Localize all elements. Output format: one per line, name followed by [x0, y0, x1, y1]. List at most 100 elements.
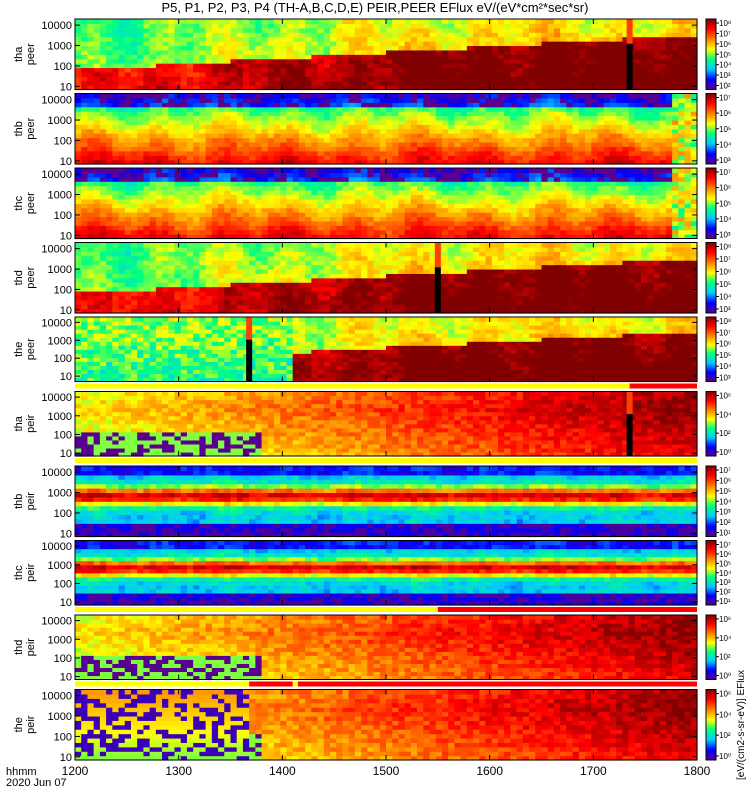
y-tick-label: 10 [60, 230, 72, 242]
y-tick-label: 1000 [48, 41, 72, 53]
colorbar [705, 18, 717, 90]
colorbar-tick-label: 10⁶ [719, 690, 731, 699]
panel-label: tha peir [13, 414, 37, 433]
colorbar-tick-label: 10⁶ [719, 550, 731, 559]
colorbar-tick-label: 10¹ [719, 597, 731, 606]
x-tick-label: 1300 [165, 764, 192, 778]
colorbar-tick-label: 10⁶ [719, 476, 731, 485]
panel-label: the peer [13, 338, 37, 360]
mode-bar-segment [75, 458, 697, 463]
y-tick-label: 10000 [41, 317, 72, 329]
y-tick-label: 10000 [41, 169, 72, 181]
colorbar-tick-label: 10⁴ [719, 215, 732, 224]
y-tick-label: 10 [60, 371, 72, 383]
colorbar-tick-label: 10³ [719, 374, 731, 383]
y-tick-label: 10000 [41, 541, 72, 553]
colorbar-tick-label: 10⁰ [719, 672, 731, 681]
colorbar-tick-label: 10² [719, 653, 731, 662]
colorbar-tick-label: 10³ [719, 231, 731, 240]
y-tick-label: 1000 [48, 711, 72, 723]
y-tick-label: 100 [54, 508, 72, 520]
colorbar [705, 242, 717, 314]
y-tick-label: 100 [54, 353, 72, 365]
y-tick-label: 10000 [41, 616, 72, 628]
mode-bar-segment [292, 681, 298, 687]
colorbar-tick-label: 10⁶ [719, 392, 731, 401]
x-tick-label: 1700 [580, 764, 607, 778]
y-tick-label: 100 [54, 429, 72, 441]
y-tick-label: 100 [54, 135, 72, 147]
colorbar-tick-label: 10⁴ [719, 140, 732, 149]
svg-text:thb: thb [13, 121, 25, 136]
colorbar-tick-label: 10⁵ [719, 280, 731, 289]
colorbar-tick-label: 10⁵ [719, 50, 731, 59]
x-tick-label: 1200 [62, 764, 89, 778]
svg-text:tha: tha [13, 46, 25, 62]
mode-bar-segment [437, 607, 697, 612]
chart-title: P5, P1, P2, P3, P4 (TH-A,B,C,D,E) PEIR,P… [161, 0, 589, 15]
colorbar-tick-label: 10³ [719, 508, 731, 517]
mode-bar-segment [629, 383, 697, 389]
mode-bar-segment [75, 383, 630, 389]
y-tick-label: 1000 [48, 411, 72, 423]
y-tick-label: 10 [60, 81, 72, 93]
y-tick-label: 1000 [48, 634, 72, 646]
y-tick-label: 100 [54, 284, 72, 296]
colorbar-tick-label: 10⁶ [719, 184, 731, 193]
y-tick-label: 1000 [48, 264, 72, 276]
mode-bar-segment [297, 681, 697, 687]
data-gap [246, 339, 253, 382]
colorbar-tick-label: 10² [719, 429, 731, 438]
x-unit-label: hhmm [6, 766, 37, 778]
colorbar-tick-label: 10² [719, 588, 731, 597]
colorbar-tick-label: 10⁷ [719, 541, 731, 550]
x-tick-label: 1800 [684, 764, 711, 778]
date-label: 2020 Jun 07 [6, 777, 67, 789]
y-tick-label: 10000 [41, 95, 72, 107]
y-tick-label: 10 [60, 672, 72, 684]
colorbar-tick-label: 10⁴ [719, 293, 732, 302]
panel-label: thd peir [13, 638, 37, 657]
mode-bar-segment [75, 681, 250, 687]
colorbar-tick-label: 10⁴ [719, 569, 732, 578]
colorbar [705, 614, 717, 680]
colorbar-tick-label: 10⁴ [719, 710, 732, 719]
colorbar-tick-label: 10⁵ [719, 351, 731, 360]
panel-label: thc peer [13, 192, 37, 214]
colorbar-tick-label: 10⁶ [719, 109, 731, 118]
y-tick-label: 10000 [41, 691, 72, 703]
svg-text:peer: peer [25, 43, 37, 65]
colorbar-tick-label: 10⁵ [719, 559, 731, 568]
y-tick-label: 10 [60, 597, 72, 609]
x-tick-label: 1400 [269, 764, 296, 778]
x-tick-label: 1500 [373, 764, 400, 778]
colorbar-tick-label: 10⁴ [719, 61, 732, 70]
colorbar-tick-label: 10² [719, 731, 731, 740]
data-gap [626, 414, 633, 456]
y-tick-label: 1000 [48, 335, 72, 347]
colorbar-tick-label: 10⁵ [719, 125, 731, 134]
panel-label: tha peer [13, 43, 37, 65]
colorbar-tick-label: 10⁸ [719, 19, 731, 28]
y-tick-label: 10000 [41, 392, 72, 404]
colorbar [705, 465, 717, 537]
y-tick-label: 1000 [48, 115, 72, 127]
colorbar-tick-label: 10⁴ [719, 634, 732, 643]
y-tick-label: 1000 [48, 190, 72, 202]
colorbar-tick-label: 10⁸ [719, 317, 731, 326]
colorbar-tick-label: 10⁴ [719, 410, 732, 419]
y-tick-label: 100 [54, 578, 72, 590]
colorbar-tick-label: 10⁷ [719, 255, 731, 264]
panel-label: thb peer [13, 117, 37, 139]
mode-bar-segment [75, 607, 438, 612]
colorbar-tick-label: 10⁷ [719, 168, 731, 177]
colorbar-tick-label: 10² [719, 518, 731, 527]
colorbar-tick-label: 10⁷ [719, 328, 731, 337]
colorbar-tick-label: 10³ [719, 71, 731, 80]
colorbar-tick-label: 10⁶ [719, 40, 731, 49]
colorbar-tick-label: 10⁵ [719, 487, 731, 496]
colorbar-tick-label: 10⁴ [719, 362, 732, 371]
colorbar [705, 689, 717, 761]
panel-label: thc peir [13, 563, 37, 582]
panel-label: the peir [13, 715, 37, 734]
